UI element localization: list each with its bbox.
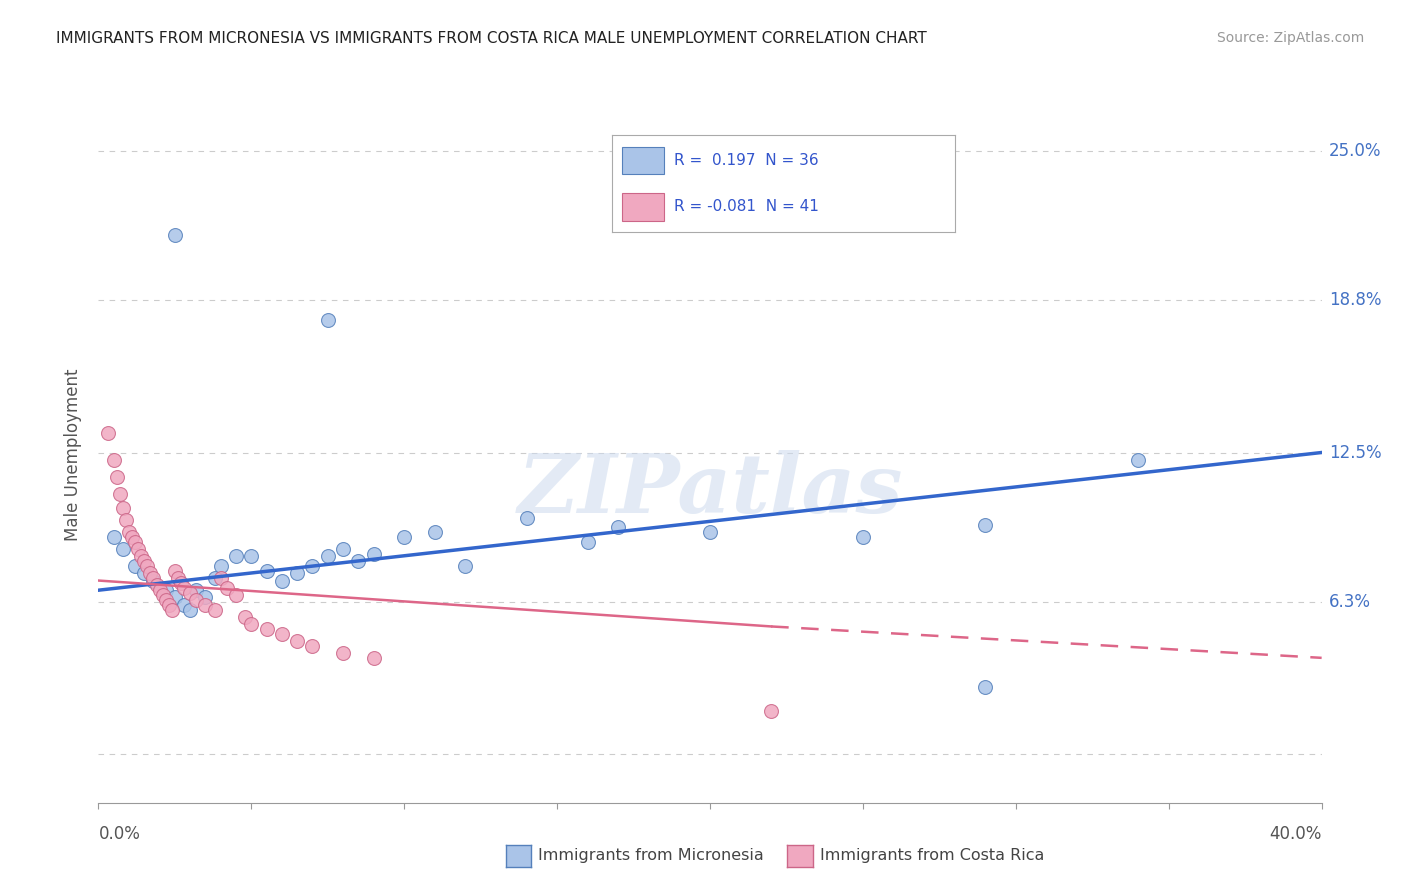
- Point: [607, 520, 630, 534]
- Point: [136, 559, 159, 574]
- Point: [516, 510, 538, 524]
- Point: [316, 549, 339, 564]
- Point: [142, 571, 165, 585]
- Point: [270, 626, 292, 640]
- Point: [179, 585, 201, 599]
- Point: [347, 554, 370, 568]
- Point: [173, 581, 195, 595]
- Point: [194, 598, 217, 612]
- Point: [186, 592, 208, 607]
- Point: [316, 312, 339, 326]
- Point: [115, 513, 138, 527]
- Y-axis label: Male Unemployment: Male Unemployment: [65, 368, 83, 541]
- Point: [124, 535, 146, 549]
- Point: [225, 588, 247, 602]
- Point: [97, 426, 120, 441]
- Point: [170, 576, 193, 591]
- Point: [363, 547, 385, 561]
- Point: [134, 554, 156, 568]
- Point: [118, 525, 141, 540]
- Point: [852, 530, 875, 544]
- Point: [270, 574, 292, 588]
- Point: [285, 566, 308, 581]
- Point: [186, 583, 208, 598]
- Point: [155, 592, 177, 607]
- Point: [423, 525, 446, 540]
- Point: [134, 566, 156, 581]
- Point: [179, 602, 201, 616]
- Point: [301, 559, 323, 574]
- Point: [204, 571, 226, 585]
- Point: [149, 583, 172, 598]
- Point: [142, 574, 165, 588]
- Point: [103, 530, 125, 544]
- Text: 18.8%: 18.8%: [1329, 292, 1381, 310]
- Text: IMMIGRANTS FROM MICRONESIA VS IMMIGRANTS FROM COSTA RICA MALE UNEMPLOYMENT CORRE: IMMIGRANTS FROM MICRONESIA VS IMMIGRANTS…: [56, 31, 927, 46]
- Point: [127, 542, 149, 557]
- Point: [215, 581, 238, 595]
- Point: [392, 530, 416, 544]
- Point: [157, 598, 180, 612]
- Point: [285, 634, 308, 648]
- Point: [332, 542, 354, 557]
- Point: [152, 588, 174, 602]
- Point: [173, 598, 195, 612]
- Point: [163, 228, 186, 243]
- Text: Source: ZipAtlas.com: Source: ZipAtlas.com: [1216, 31, 1364, 45]
- Point: [233, 609, 256, 624]
- Point: [124, 559, 146, 574]
- Point: [194, 591, 217, 605]
- Point: [332, 646, 354, 660]
- Point: [256, 622, 278, 636]
- Point: [111, 542, 134, 557]
- Text: Immigrants from Micronesia: Immigrants from Micronesia: [538, 848, 765, 863]
- Point: [225, 549, 247, 564]
- Point: [103, 452, 125, 467]
- Point: [209, 559, 232, 574]
- Point: [256, 564, 278, 578]
- Point: [759, 704, 782, 718]
- Point: [1128, 452, 1150, 467]
- Point: [163, 591, 186, 605]
- Point: [160, 602, 183, 616]
- Point: [145, 578, 167, 592]
- Point: [454, 559, 477, 574]
- Text: Immigrants from Costa Rica: Immigrants from Costa Rica: [820, 848, 1045, 863]
- Point: [129, 549, 152, 564]
- Point: [105, 469, 128, 483]
- Point: [699, 525, 721, 540]
- Point: [209, 571, 232, 585]
- Point: [301, 639, 323, 653]
- Point: [576, 535, 599, 549]
- Point: [111, 501, 134, 516]
- Point: [363, 651, 385, 665]
- Point: [240, 617, 263, 632]
- Text: 6.3%: 6.3%: [1329, 593, 1371, 611]
- Point: [240, 549, 263, 564]
- Point: [155, 583, 177, 598]
- Point: [167, 571, 190, 585]
- Point: [974, 518, 997, 533]
- Text: 12.5%: 12.5%: [1329, 443, 1381, 461]
- Point: [121, 530, 143, 544]
- Point: [974, 680, 997, 694]
- Text: 25.0%: 25.0%: [1329, 142, 1381, 160]
- Text: ZIPatlas: ZIPatlas: [517, 450, 903, 530]
- Point: [204, 602, 226, 616]
- Point: [108, 486, 131, 500]
- Text: 0.0%: 0.0%: [98, 825, 141, 843]
- Text: 40.0%: 40.0%: [1270, 825, 1322, 843]
- Point: [163, 564, 186, 578]
- Point: [139, 566, 162, 581]
